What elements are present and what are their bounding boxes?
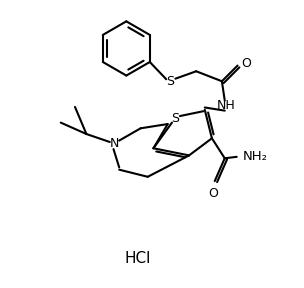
Text: NH: NH (217, 99, 236, 112)
Text: S: S (171, 112, 179, 125)
Text: S: S (167, 75, 174, 88)
Text: O: O (241, 57, 251, 70)
Text: HCl: HCl (125, 251, 151, 266)
Text: N: N (110, 137, 119, 151)
Text: O: O (208, 187, 218, 200)
Text: NH₂: NH₂ (242, 150, 268, 163)
